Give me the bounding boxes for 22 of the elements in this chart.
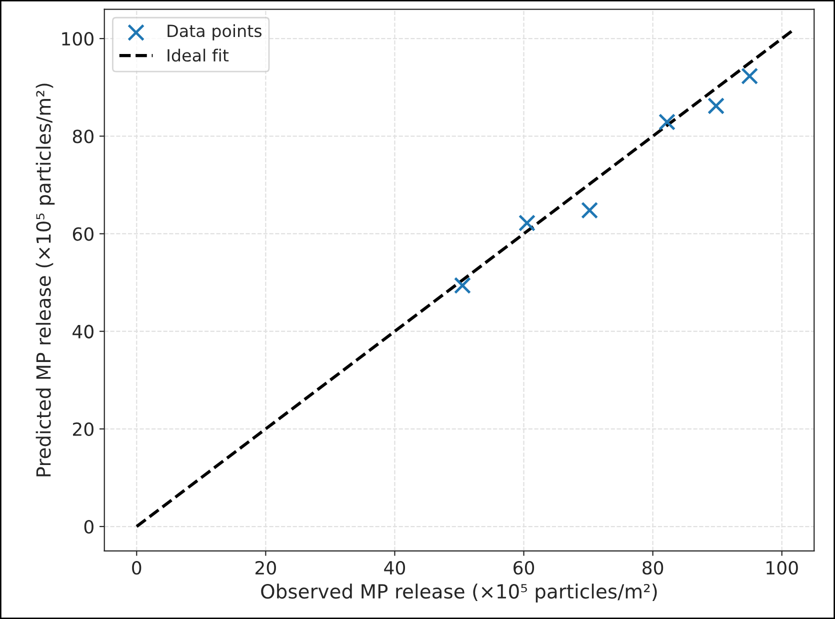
x-tick-label: 60: [514, 560, 534, 575]
x-axis-title: Observed MP release (×10⁵ particles/m²): [261, 584, 657, 602]
point: [454, 276, 472, 294]
point: [581, 202, 598, 219]
y-tick-label: 60: [72, 227, 94, 241]
y-tick-label: 40: [72, 324, 94, 338]
point: [741, 68, 758, 85]
y-tick-label: 0: [84, 520, 94, 534]
point: [518, 214, 536, 232]
x-tick-label: 20: [256, 560, 276, 575]
x-tick-label: 100: [766, 560, 798, 575]
y-tick-label: 20: [73, 422, 94, 436]
legend-label: Ideal fit: [168, 48, 229, 62]
y-tick-label: 100: [62, 32, 94, 46]
x-tick-label: 0: [132, 560, 142, 575]
point: [658, 113, 676, 131]
y-tick-label: 80: [72, 130, 94, 144]
legend-label: Data points: [168, 24, 262, 40]
y-axis-title: Predicted MP release (×10⁵ particles/m²): [36, 84, 55, 476]
x-tick-label: 80: [642, 560, 664, 575]
x-tick-label: 40: [384, 560, 406, 575]
point: [708, 97, 725, 114]
